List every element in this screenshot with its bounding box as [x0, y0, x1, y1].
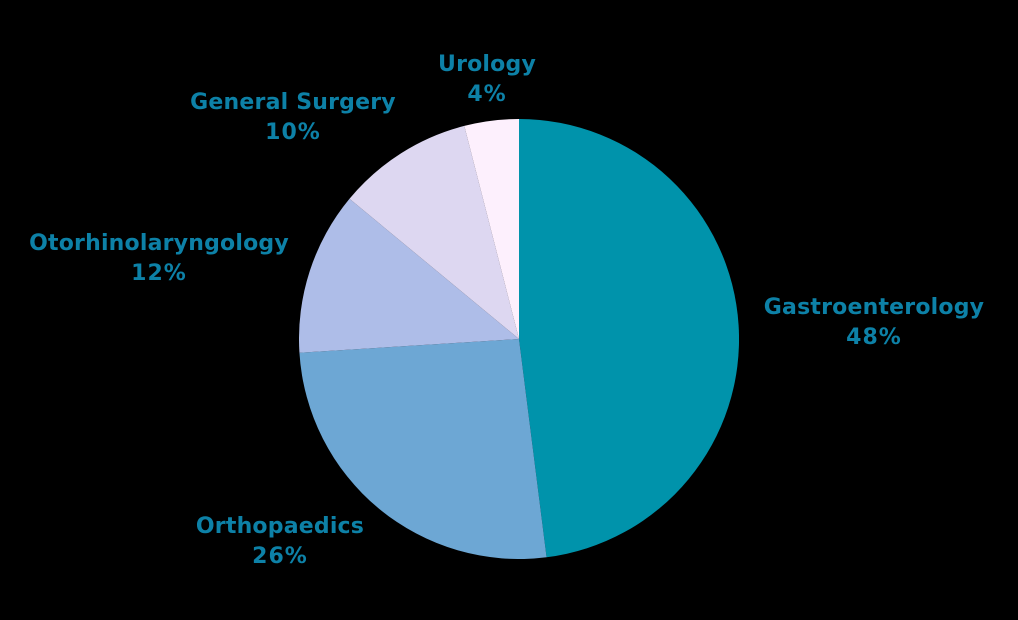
pie-slice-otorhinolaryngology — [299, 198, 519, 353]
slice-percent-label: 12% — [131, 261, 187, 286]
pie-slice-orthopaedics — [299, 339, 547, 559]
slice-category-label: Orthopaedics — [195, 514, 365, 539]
slice-percent-label: 26% — [252, 544, 308, 569]
slice-percent-label: 10% — [265, 120, 321, 145]
pie-slice-urology — [464, 119, 519, 339]
slice-percent-label: 4% — [467, 82, 507, 107]
slice-label-urology: Urology 4% — [438, 50, 536, 110]
slice-category-label: General Surgery — [190, 90, 396, 115]
slice-label-gastroenterology: Gastroenterology 48% — [764, 293, 984, 353]
slice-category-label: Urology — [438, 52, 536, 77]
slice-label-general-surgery: General Surgery 10% — [190, 88, 396, 148]
pie-slice-gastroenterology — [519, 119, 739, 558]
pie-slice-general-surgery — [349, 125, 519, 339]
slice-percent-label: 48% — [846, 325, 902, 350]
slice-category-label: Gastroenterology — [763, 295, 985, 320]
pie-chart — [299, 119, 739, 559]
slice-label-orthopaedics: Orthopaedics 26% — [196, 512, 364, 572]
slice-label-otorhinolaryngology: Otorhinolaryngology 12% — [29, 229, 289, 289]
slice-category-label: Otorhinolaryngology — [29, 231, 289, 256]
